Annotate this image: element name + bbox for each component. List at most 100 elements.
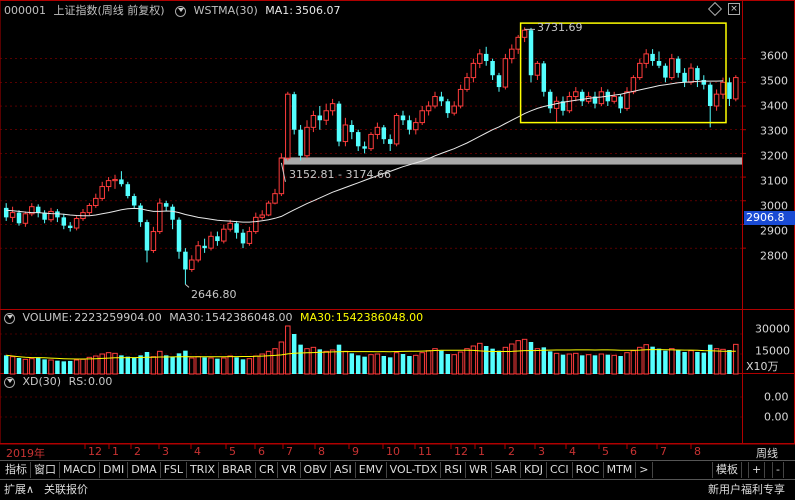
tab-obv[interactable]: OBV bbox=[301, 462, 331, 478]
volume-bar-down bbox=[663, 350, 668, 374]
volume-bar-up bbox=[246, 358, 253, 375]
candle-body-up bbox=[304, 126, 310, 157]
candle-body-up bbox=[157, 202, 163, 233]
tab-dmi[interactable]: DMI bbox=[100, 462, 129, 478]
candle-body-up bbox=[374, 126, 381, 135]
candle-body-down bbox=[349, 124, 355, 133]
tab-voltdx[interactable]: VOL-TDX bbox=[387, 462, 442, 478]
candle-body-up bbox=[419, 110, 425, 124]
candle-body-down bbox=[3, 207, 9, 218]
candle-body-down bbox=[317, 115, 323, 121]
volume-bar-up bbox=[208, 357, 214, 375]
volume-bar-down bbox=[579, 355, 585, 374]
template-button[interactable]: 模板 bbox=[712, 462, 742, 478]
low-price-label: 2646.80 bbox=[191, 288, 237, 301]
volume-bar-down bbox=[119, 355, 124, 374]
volume-bar-up bbox=[457, 351, 464, 375]
tab-指标[interactable]: 指标 bbox=[2, 462, 31, 478]
volume-bar-down bbox=[682, 352, 687, 374]
tab-sar[interactable]: SAR bbox=[492, 462, 522, 478]
tab-trix[interactable]: TRIX bbox=[187, 462, 220, 478]
volume-bar-up bbox=[553, 352, 560, 375]
volume-bar-up bbox=[502, 346, 509, 375]
tab-cr[interactable]: CR bbox=[256, 462, 279, 478]
panel-close-icon[interactable]: × bbox=[728, 3, 740, 15]
tab-roc[interactable]: ROC bbox=[573, 462, 604, 478]
candle-body-up bbox=[29, 206, 35, 215]
candle-body-up bbox=[477, 53, 483, 64]
ma-label: MA1: bbox=[265, 4, 294, 17]
time-axis-month: 12 bbox=[454, 445, 468, 458]
volume-unit: X10万 bbox=[746, 360, 779, 373]
volume-bar-down bbox=[131, 358, 137, 374]
candle-body-up bbox=[246, 231, 253, 244]
volume-bar-up bbox=[342, 350, 349, 375]
volume-bar-down bbox=[144, 352, 150, 374]
volume-bar-up bbox=[534, 348, 541, 375]
volume-bar-down bbox=[163, 355, 169, 374]
time-axis-month: 4 bbox=[569, 445, 576, 458]
candle-body-up bbox=[643, 53, 649, 64]
related-quotes-button[interactable]: 关联报价 bbox=[44, 483, 88, 496]
add-panel-button[interactable]: + bbox=[748, 462, 766, 478]
candle-body-down bbox=[407, 120, 412, 130]
volume-bar-up bbox=[521, 338, 528, 375]
volume-bar-down bbox=[291, 334, 297, 374]
tab-fsl[interactable]: FSL bbox=[161, 462, 187, 478]
volume-value: 2223259904.00 bbox=[74, 311, 162, 324]
volume-bar-down bbox=[605, 354, 611, 374]
tab-wr[interactable]: WR bbox=[466, 462, 492, 478]
volume-bar-down bbox=[656, 348, 662, 374]
price-tick: 2900 bbox=[760, 224, 788, 238]
time-axis-month: 10 bbox=[386, 445, 400, 458]
tab-asi[interactable]: ASI bbox=[331, 462, 356, 478]
volume-bar-up bbox=[393, 352, 400, 375]
candle-body-down bbox=[695, 68, 700, 80]
ma-value: 3506.07 bbox=[295, 4, 341, 17]
candle-body-up bbox=[553, 100, 560, 109]
candle-body-up bbox=[227, 222, 233, 230]
candle-body-up bbox=[105, 180, 112, 188]
candle-body-up bbox=[669, 58, 675, 79]
candle-body-up bbox=[688, 67, 694, 83]
tab-vr[interactable]: VR bbox=[278, 462, 301, 478]
tab-brar[interactable]: BRAR bbox=[219, 462, 257, 478]
expand-button[interactable]: 扩展∧ bbox=[4, 483, 35, 496]
indicator-name[interactable]: WSTMA(30) bbox=[193, 4, 258, 17]
candle-body-up bbox=[265, 202, 272, 216]
tab-emv[interactable]: EMV bbox=[356, 462, 387, 478]
xd-dropdown-icon[interactable] bbox=[4, 376, 15, 388]
volume-bar-down bbox=[387, 357, 393, 374]
volume-bar-up bbox=[585, 354, 592, 375]
tab-dma[interactable]: DMA bbox=[128, 462, 161, 478]
tab-rsi[interactable]: RSI bbox=[441, 462, 467, 478]
candle-body-up bbox=[368, 133, 374, 150]
candle-body-up bbox=[272, 193, 278, 204]
candle-body-down bbox=[183, 251, 188, 270]
period-label[interactable]: 周线 bbox=[756, 447, 778, 460]
tab-macd[interactable]: MACD bbox=[60, 462, 100, 478]
time-axis-month: 8 bbox=[318, 445, 325, 458]
volume-bar-up bbox=[374, 353, 381, 375]
candle-body-up bbox=[93, 197, 99, 207]
volume-bar-up bbox=[150, 356, 157, 375]
volume-dropdown-icon[interactable] bbox=[4, 312, 15, 324]
tab-mtm[interactable]: MTM bbox=[604, 462, 637, 478]
tab-cci[interactable]: CCI bbox=[547, 462, 573, 478]
volume-bar-down bbox=[138, 355, 143, 374]
time-axis-month: 4 bbox=[194, 445, 201, 458]
current-price-tag: 2906.8 bbox=[744, 211, 795, 225]
volume-bar-up bbox=[566, 353, 573, 375]
tab-窗口[interactable]: 窗口 bbox=[31, 462, 60, 478]
bottom-bar: 扩展∧ 关联报价 新用户福利专享 bbox=[0, 479, 795, 500]
new-user-promo[interactable]: 新用户福利专享 bbox=[708, 483, 785, 496]
tab-[interactable]: > bbox=[636, 462, 653, 478]
volume-label: VOLUME: bbox=[22, 311, 73, 324]
indicator-dropdown-icon[interactable] bbox=[175, 5, 187, 17]
tab-kdj[interactable]: KDJ bbox=[521, 462, 547, 478]
candle-body-up bbox=[48, 210, 54, 221]
volume-bar-down bbox=[61, 361, 67, 374]
remove-panel-button[interactable]: - bbox=[772, 462, 784, 478]
time-axis-month: 3 bbox=[162, 445, 169, 458]
